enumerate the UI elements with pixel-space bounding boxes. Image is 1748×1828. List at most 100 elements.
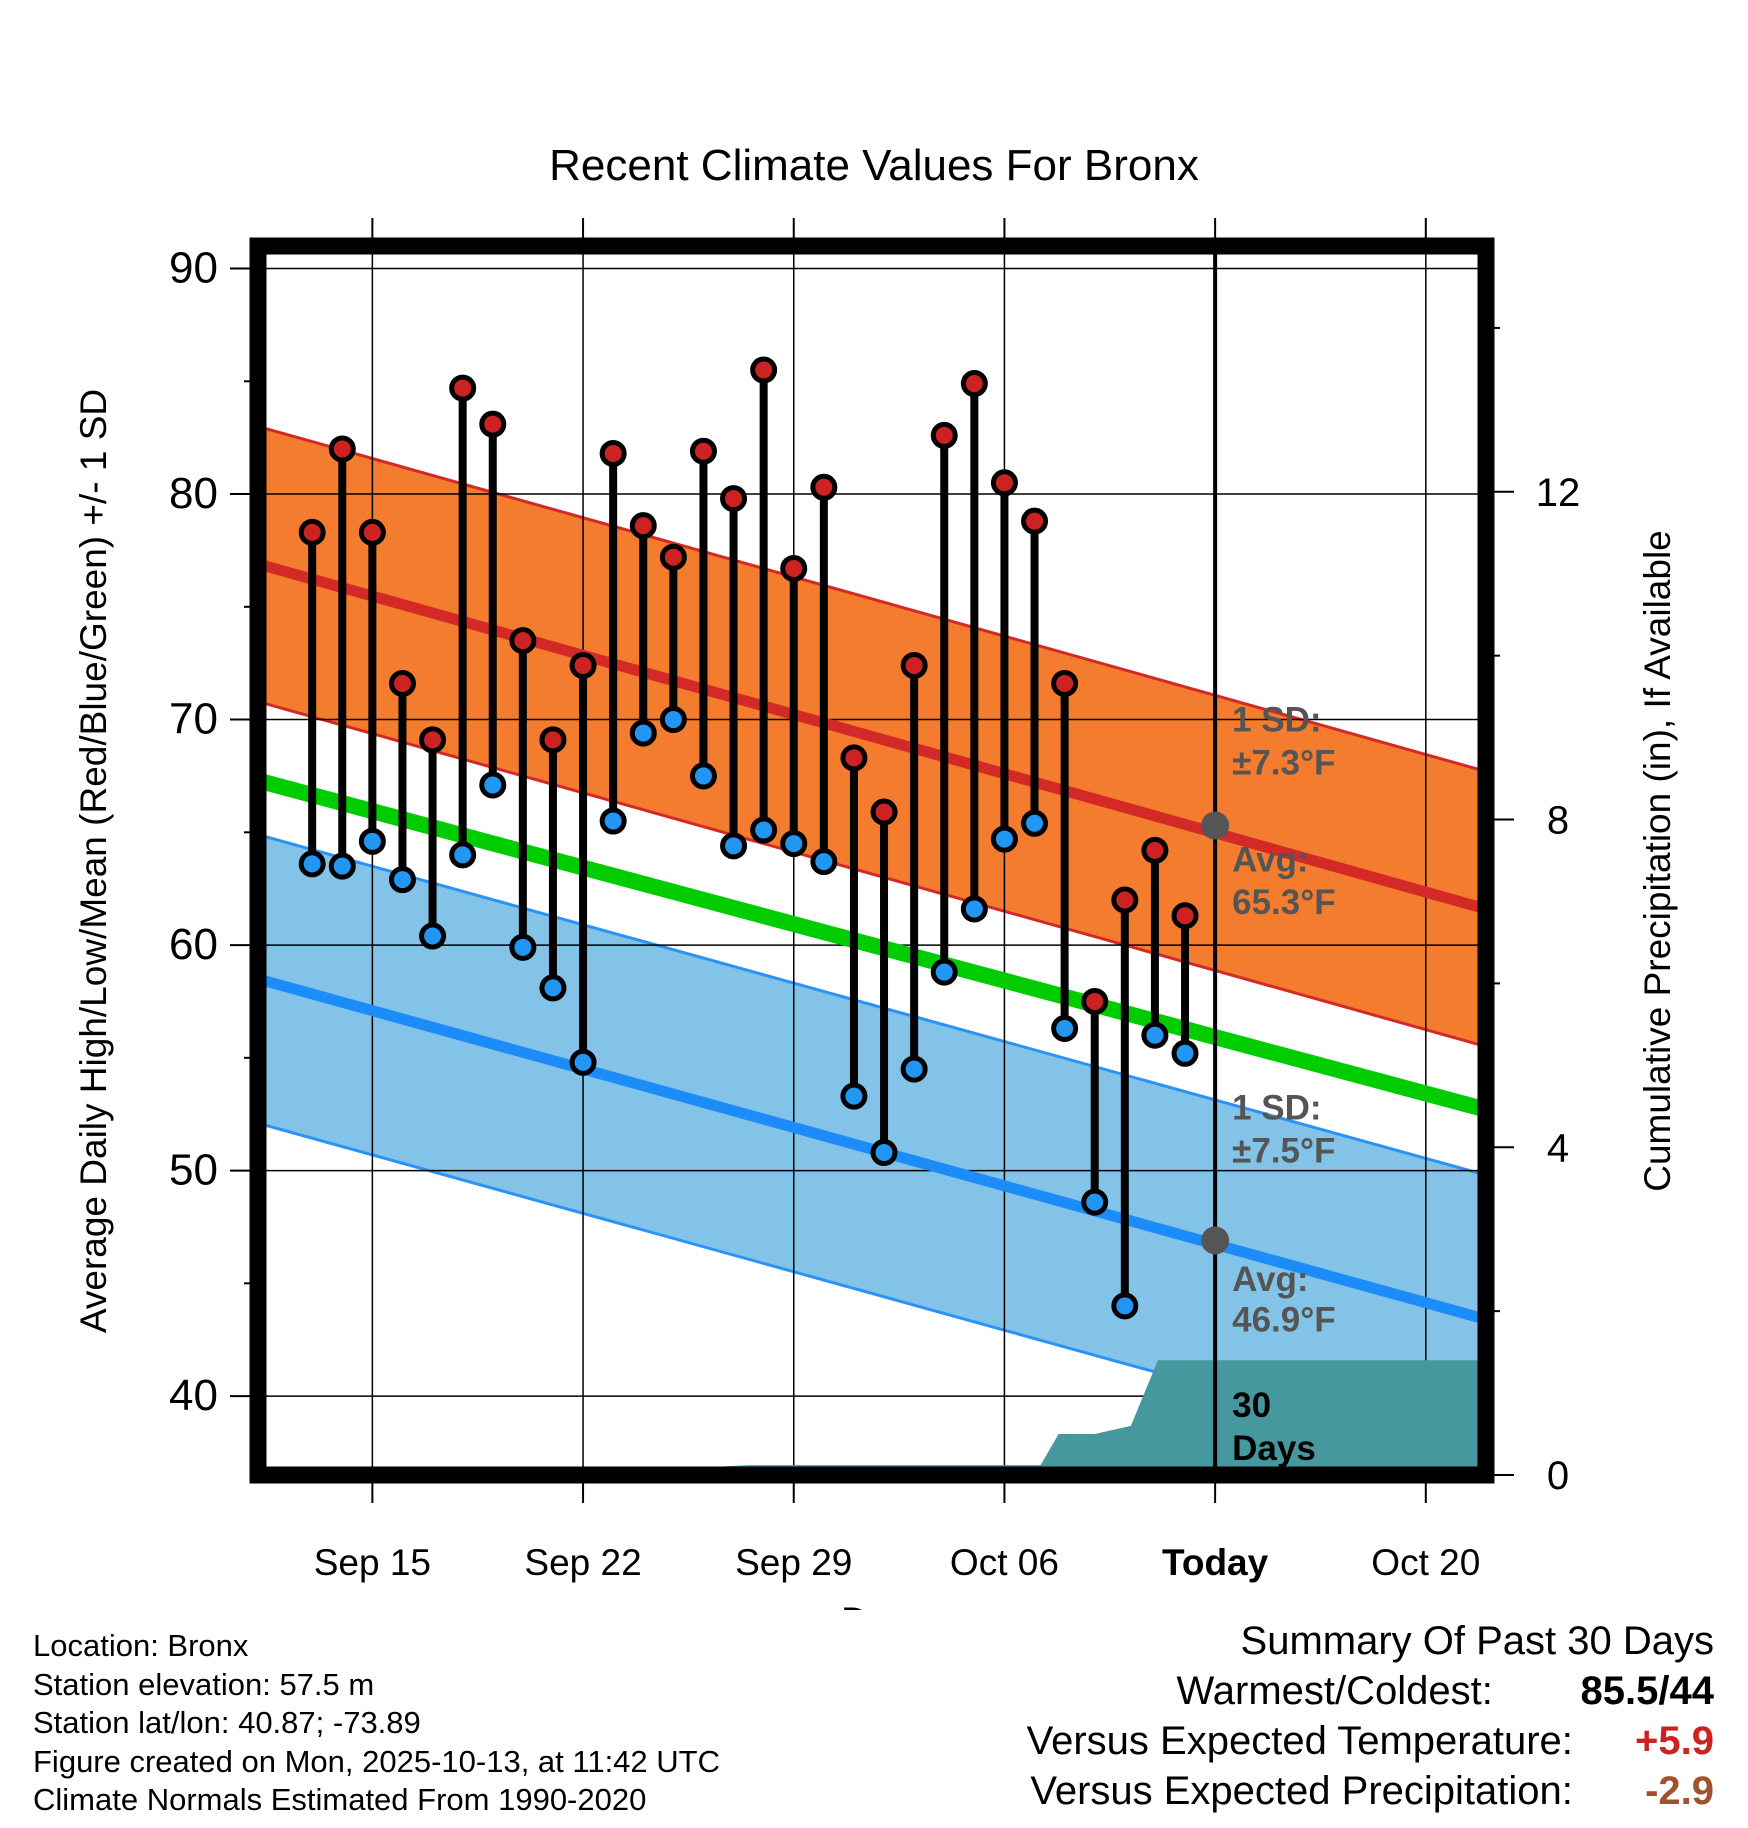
high-temp-point bbox=[870, 798, 898, 826]
y-tick-label: 60 bbox=[169, 920, 218, 969]
low-avg-value: 46.9°F bbox=[1232, 1300, 1336, 1339]
low-sd-value: ±7.5°F bbox=[1232, 1131, 1335, 1170]
low-temp-point bbox=[1111, 1292, 1139, 1320]
low-temp-point bbox=[930, 958, 958, 986]
climate-chart: Recent Climate Values For Bronx 1 SD: ±7.… bbox=[73, 141, 1678, 1610]
warm-cold-value: 85.5/44 bbox=[1580, 1669, 1714, 1713]
location-text: Location: Bronx bbox=[33, 1628, 249, 1663]
low-temp-point bbox=[328, 852, 356, 880]
temp-value: +5.9 bbox=[1635, 1719, 1714, 1763]
normals-text: Climate Normals Estimated From 1990-2020 bbox=[33, 1782, 647, 1817]
precip-days-label: 30 bbox=[1232, 1386, 1271, 1425]
precip-row: Versus Expected Precipitation: -2.9 bbox=[1027, 1766, 1714, 1816]
low-avg-label: Avg: bbox=[1232, 1260, 1308, 1299]
high-temp-point bbox=[449, 374, 477, 402]
x-tick-label: Oct 20 bbox=[1371, 1542, 1480, 1583]
high-temp-point bbox=[1021, 507, 1049, 535]
high-temp-point bbox=[810, 473, 838, 501]
high-temp-point bbox=[1081, 987, 1109, 1015]
low-temp-point bbox=[599, 807, 627, 835]
high-sd-label: 1 SD: bbox=[1232, 701, 1321, 740]
low-temp-point bbox=[358, 827, 386, 855]
high-avg-value: 65.3°F bbox=[1232, 883, 1336, 922]
temp-label: Versus Expected Temperature: bbox=[1026, 1719, 1573, 1763]
y-tick-label: 50 bbox=[169, 1146, 218, 1195]
station-info: Location: Bronx Station elevation: 57.5 … bbox=[33, 1627, 720, 1820]
low-temp-point bbox=[990, 825, 1018, 853]
high-temp-point bbox=[720, 485, 748, 513]
created-text: Figure created on Mon, 2025-10-13, at 11… bbox=[33, 1743, 720, 1779]
high-temp-point bbox=[900, 651, 928, 679]
y-tick-label: 90 bbox=[169, 244, 218, 293]
y-axis-label: Average Daily High/Low/Mean (Red/Blue/Gr… bbox=[73, 389, 114, 1333]
low-temp-point bbox=[388, 866, 416, 894]
low-temp-point bbox=[419, 922, 447, 950]
high-temp-point bbox=[960, 370, 988, 398]
precip-area bbox=[258, 1360, 1486, 1475]
high-temp-point bbox=[298, 518, 326, 546]
low-temp-point bbox=[509, 933, 537, 961]
low-temp-point bbox=[1051, 1015, 1079, 1043]
high-temp-point bbox=[1171, 902, 1199, 930]
today-high-avg-marker bbox=[1201, 811, 1230, 840]
summary-panel: Summary Of Past 30 Days Warmest/Coldest:… bbox=[1027, 1616, 1714, 1816]
y-tick-label: 40 bbox=[169, 1371, 218, 1420]
low-temp-point bbox=[1141, 1021, 1169, 1049]
low-temp-point bbox=[780, 830, 808, 858]
y2-tick-label: 12 bbox=[1536, 471, 1581, 515]
today-low-avg-marker bbox=[1201, 1226, 1230, 1255]
low-temp-point bbox=[298, 850, 326, 878]
high-temp-point bbox=[629, 512, 657, 540]
low-temp-point bbox=[689, 762, 717, 790]
high-temp-point bbox=[388, 669, 416, 697]
low-temp-point bbox=[750, 816, 778, 844]
x-tick-label: Today bbox=[1162, 1542, 1269, 1583]
high-temp-point bbox=[689, 437, 717, 465]
y2-tick-label: 0 bbox=[1547, 1454, 1569, 1498]
low-temp-point bbox=[569, 1048, 597, 1076]
summary-title: Summary Of Past 30 Days bbox=[1240, 1619, 1714, 1663]
high-temp-point bbox=[328, 435, 356, 463]
low-temp-point bbox=[840, 1082, 868, 1110]
x-tick-label: Oct 06 bbox=[950, 1542, 1059, 1583]
low-temp-point bbox=[539, 974, 567, 1002]
high-temp-point bbox=[930, 421, 958, 449]
precip-value: -2.9 bbox=[1645, 1769, 1714, 1813]
high-temp-point bbox=[599, 439, 627, 467]
y-tick-label: 70 bbox=[169, 695, 218, 744]
low-temp-point bbox=[1171, 1039, 1199, 1067]
y2-tick-label: 8 bbox=[1547, 799, 1569, 843]
warm-cold-label: Warmest/Coldest: bbox=[1176, 1669, 1493, 1713]
low-temp-point bbox=[659, 706, 687, 734]
x-tick-label: Sep 29 bbox=[735, 1542, 852, 1583]
low-sd-label: 1 SD: bbox=[1232, 1088, 1321, 1127]
low-temp-point bbox=[720, 832, 748, 860]
high-temp-point bbox=[1051, 669, 1079, 697]
x-axis-label: Day bbox=[841, 1600, 907, 1610]
plot-frame bbox=[249, 237, 1495, 1484]
high-temp-point bbox=[990, 469, 1018, 497]
low-temp-point bbox=[449, 841, 477, 869]
chart-title: Recent Climate Values For Bronx bbox=[549, 141, 1199, 190]
high-temp-point bbox=[780, 554, 808, 582]
high-temp-point bbox=[539, 726, 567, 754]
high-temp-point bbox=[1141, 836, 1169, 864]
low-temp-point bbox=[900, 1055, 928, 1083]
precip-days-label-2: Days bbox=[1232, 1429, 1316, 1468]
y2-axis-label: Cumulative Precipitation (in), If Availa… bbox=[1637, 530, 1678, 1192]
low-temp-point bbox=[479, 771, 507, 799]
low-temp-point bbox=[960, 895, 988, 923]
high-temp-point bbox=[1111, 886, 1139, 914]
high-temp-point bbox=[419, 726, 447, 754]
temp-row: Versus Expected Temperature: +5.9 bbox=[1027, 1716, 1714, 1766]
x-tick-label: Sep 15 bbox=[314, 1542, 431, 1583]
latlon-text: Station lat/lon: 40.87; -73.89 bbox=[33, 1705, 421, 1740]
high-temp-point bbox=[479, 410, 507, 438]
precip-label: Versus Expected Precipitation: bbox=[1030, 1769, 1573, 1813]
elevation-text: Station elevation: 57.5 m bbox=[33, 1666, 375, 1702]
x-tick-label: Sep 22 bbox=[524, 1542, 641, 1583]
warm-cold-row: Warmest/Coldest: 85.5/44 bbox=[1027, 1666, 1715, 1716]
low-temp-point bbox=[1021, 809, 1049, 837]
high-temp-point bbox=[509, 627, 537, 655]
